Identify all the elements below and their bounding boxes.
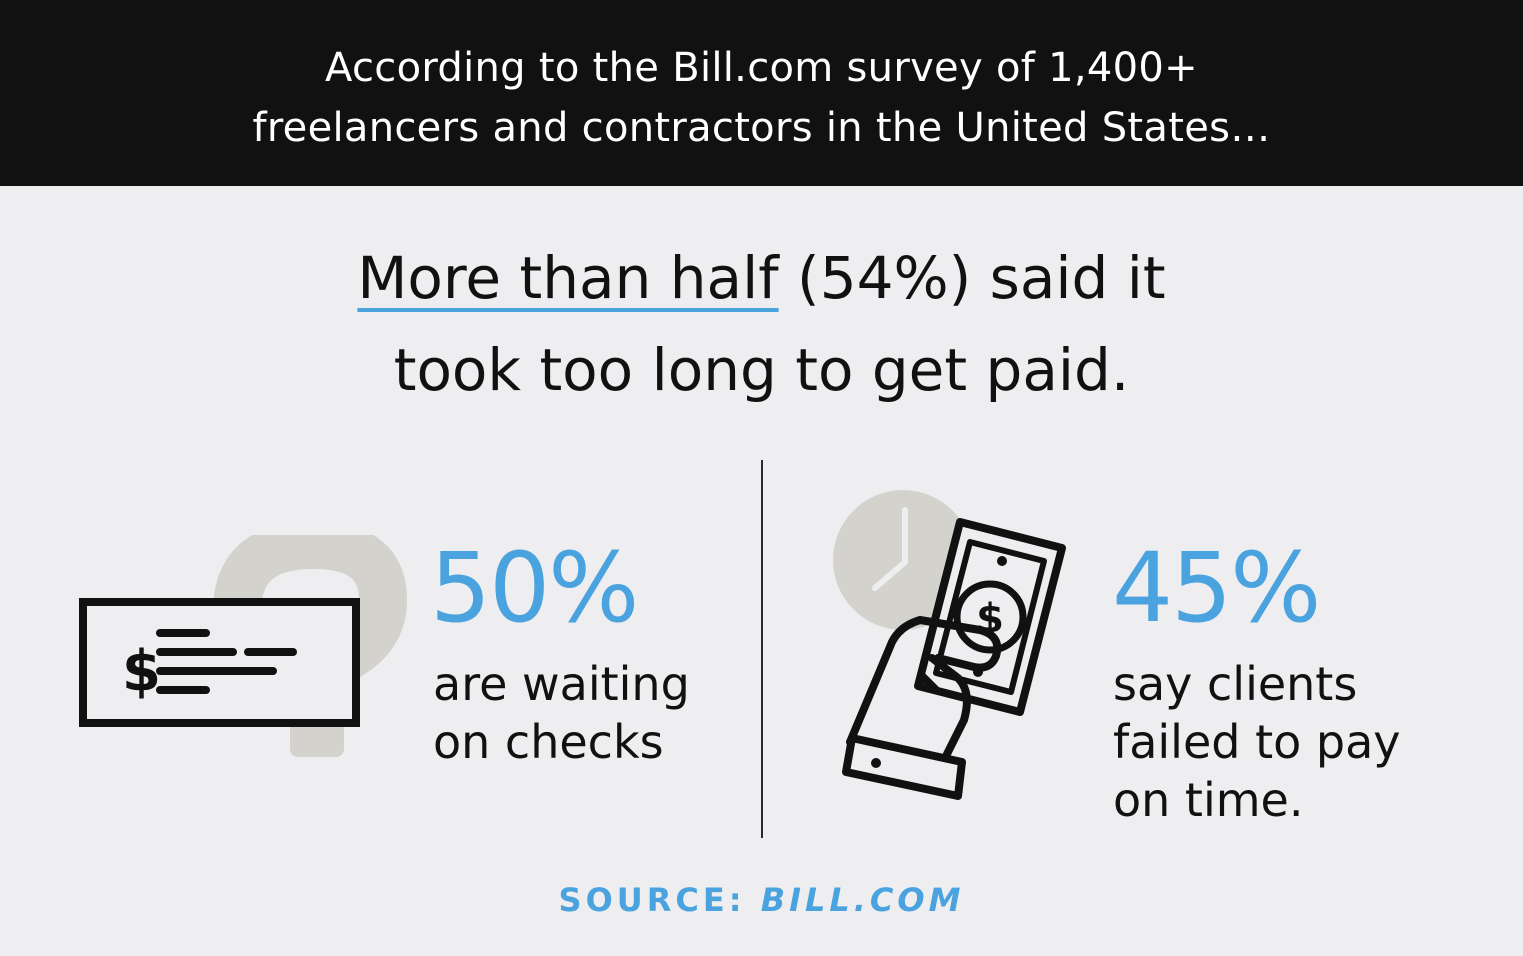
banner-line-2: freelancers and contractors in the Unite…: [252, 105, 1271, 151]
hand-holding-money-with-clock-icon: $: [833, 490, 1066, 800]
svg-text:$: $: [122, 639, 161, 704]
headline-rest-line-1: (54%) said it: [778, 244, 1166, 312]
stat-value-late-payments: 45%: [1112, 532, 1321, 644]
headline-underlined-phrase: More than half: [357, 244, 779, 312]
check-with-question-mark-icon: $: [79, 535, 408, 757]
check-icon: $: [79, 598, 360, 727]
center-divider: [761, 460, 763, 838]
source-name: BILL.COM: [760, 881, 965, 919]
stat-caption-late-payments-line-1: say clients: [1113, 657, 1358, 711]
stat-caption-checks-line-2: on checks: [433, 715, 664, 769]
banner-line-1: According to the Bill.com survey of 1,40…: [325, 45, 1198, 91]
stat-caption-checks-line-1: are waiting: [433, 657, 690, 711]
source-label: SOURCE:: [558, 881, 761, 919]
headline: More than half (54%) said it took too lo…: [0, 232, 1523, 416]
headline-line-2: took too long to get paid.: [393, 336, 1130, 404]
hand-icon: [842, 616, 1002, 800]
stat-caption-checks: are waiting on checks: [433, 655, 690, 771]
stat-caption-late-payments-line-3: on time.: [1113, 773, 1304, 827]
stat-caption-late-payments: say clients failed to pay on time.: [1113, 655, 1400, 829]
stat-value-checks: 50%: [430, 532, 639, 644]
headline-line-1: More than half (54%) said it: [0, 232, 1523, 324]
stat-caption-late-payments-line-2: failed to pay: [1113, 715, 1401, 769]
source-credit: SOURCE: BILL.COM: [0, 876, 1523, 924]
intro-banner: According to the Bill.com survey of 1,40…: [0, 0, 1523, 186]
